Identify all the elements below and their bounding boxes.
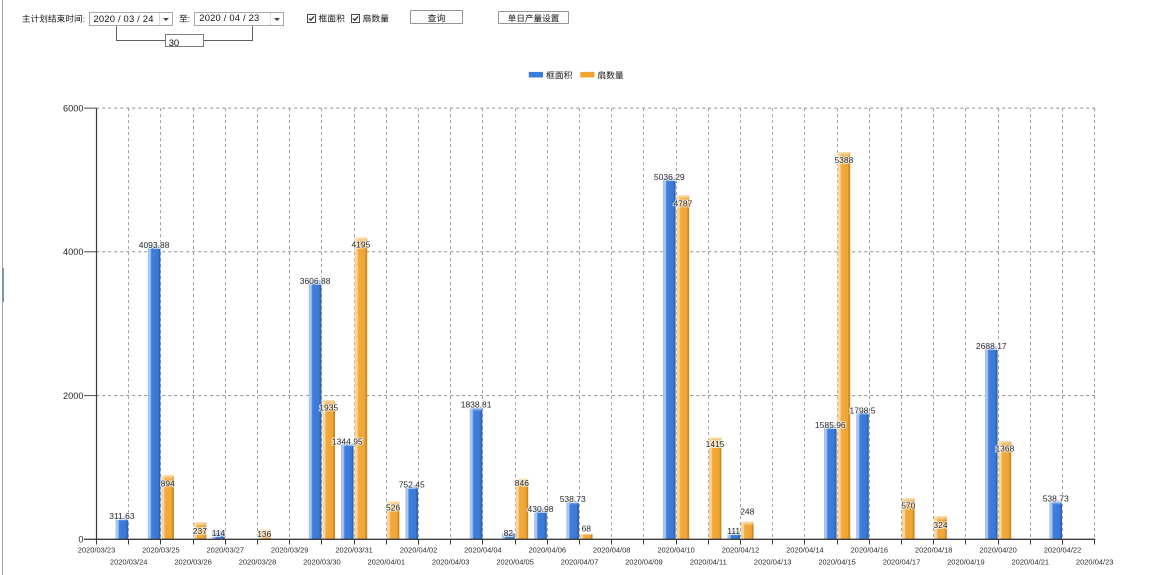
svg-text:2020/04/11: 2020/04/11	[690, 557, 727, 566]
svg-text:5388: 5388	[834, 155, 853, 165]
svg-text:68: 68	[582, 524, 592, 534]
svg-text:2020/04/22: 2020/04/22	[1044, 545, 1082, 554]
svg-text:4787: 4787	[673, 199, 692, 209]
svg-text:2020/03/28: 2020/03/28	[239, 557, 277, 566]
svg-text:2020/04/04: 2020/04/04	[464, 545, 502, 554]
svg-text:2020/04/19: 2020/04/19	[947, 557, 985, 566]
svg-text:538.73: 538.73	[1043, 494, 1069, 504]
svg-text:2020/04/03: 2020/04/03	[432, 557, 470, 566]
svg-text:2020/04/10: 2020/04/10	[657, 545, 695, 554]
svg-text:111: 111	[727, 526, 740, 536]
svg-text:2020/04/16: 2020/04/16	[851, 545, 889, 554]
svg-text:2020/04/13: 2020/04/13	[754, 557, 792, 566]
svg-text:1935: 1935	[319, 403, 338, 413]
svg-text:2020/04/23: 2020/04/23	[1076, 557, 1114, 566]
svg-text:5036.29: 5036.29	[654, 172, 685, 182]
svg-text:2020/04/02: 2020/04/02	[400, 545, 438, 554]
svg-text:2020/03/25: 2020/03/25	[142, 545, 180, 554]
svg-text:2020/03/26: 2020/03/26	[174, 557, 212, 566]
svg-text:4093.88: 4093.88	[139, 240, 170, 250]
svg-text:311.63: 311.63	[109, 511, 135, 521]
svg-text::: :	[188, 14, 190, 24]
svg-text:752.45: 752.45	[399, 479, 425, 489]
svg-text:2688.17: 2688.17	[976, 341, 1007, 351]
svg-text:4000: 4000	[63, 247, 83, 257]
svg-text:430.98: 430.98	[528, 504, 554, 514]
svg-text:538.73: 538.73	[560, 494, 586, 504]
svg-text:6000: 6000	[63, 103, 83, 113]
svg-text:846: 846	[515, 478, 529, 488]
svg-text:2020/03/30: 2020/03/30	[303, 557, 341, 566]
svg-text:2020/04/17: 2020/04/17	[883, 557, 921, 566]
svg-text:2020/03/31: 2020/03/31	[335, 545, 373, 554]
svg-text:114: 114	[212, 528, 226, 538]
svg-text:2020/04/15: 2020/04/15	[818, 557, 856, 566]
svg-text:82: 82	[504, 528, 514, 538]
svg-text:1415: 1415	[706, 439, 725, 449]
svg-text:2020/04/18: 2020/04/18	[915, 545, 953, 554]
svg-text:237: 237	[193, 526, 207, 536]
svg-text:2020/04/20: 2020/04/20	[979, 545, 1017, 554]
svg-text:1344.95: 1344.95	[332, 437, 363, 447]
svg-text:3606.88: 3606.88	[300, 276, 331, 286]
svg-text:324: 324	[933, 520, 947, 530]
svg-text:2020/04/21: 2020/04/21	[1012, 557, 1050, 566]
svg-text:136: 136	[257, 529, 271, 539]
svg-text:570: 570	[901, 501, 915, 511]
svg-text:2020/03/24: 2020/03/24	[110, 557, 148, 566]
svg-text:526: 526	[386, 503, 400, 513]
svg-text:894: 894	[161, 479, 175, 489]
svg-text:2020/04/14: 2020/04/14	[786, 545, 824, 554]
svg-text:2020/04/12: 2020/04/12	[722, 545, 760, 554]
svg-text:2020/04/09: 2020/04/09	[625, 557, 663, 566]
svg-text:4195: 4195	[351, 240, 370, 250]
svg-text:2020/03/27: 2020/03/27	[207, 545, 245, 554]
svg-text:2020/03/29: 2020/03/29	[271, 545, 309, 554]
svg-text:1838.81: 1838.81	[461, 400, 492, 410]
svg-text:2020/03/23: 2020/03/23	[78, 545, 116, 554]
svg-text:1585.96: 1585.96	[815, 420, 846, 430]
svg-text:1798.5: 1798.5	[850, 405, 876, 415]
svg-text:0: 0	[78, 535, 83, 545]
svg-text:2000: 2000	[63, 391, 83, 401]
svg-text:2020/04/01: 2020/04/01	[368, 557, 406, 566]
svg-text:2020/04/06: 2020/04/06	[529, 545, 567, 554]
svg-text::: :	[83, 14, 85, 24]
svg-text:2020/04/08: 2020/04/08	[593, 545, 631, 554]
svg-text:248: 248	[740, 507, 754, 517]
svg-text:2020/04/07: 2020/04/07	[561, 557, 599, 566]
svg-text:1368: 1368	[995, 443, 1014, 453]
svg-text:2020/04/05: 2020/04/05	[496, 557, 534, 566]
